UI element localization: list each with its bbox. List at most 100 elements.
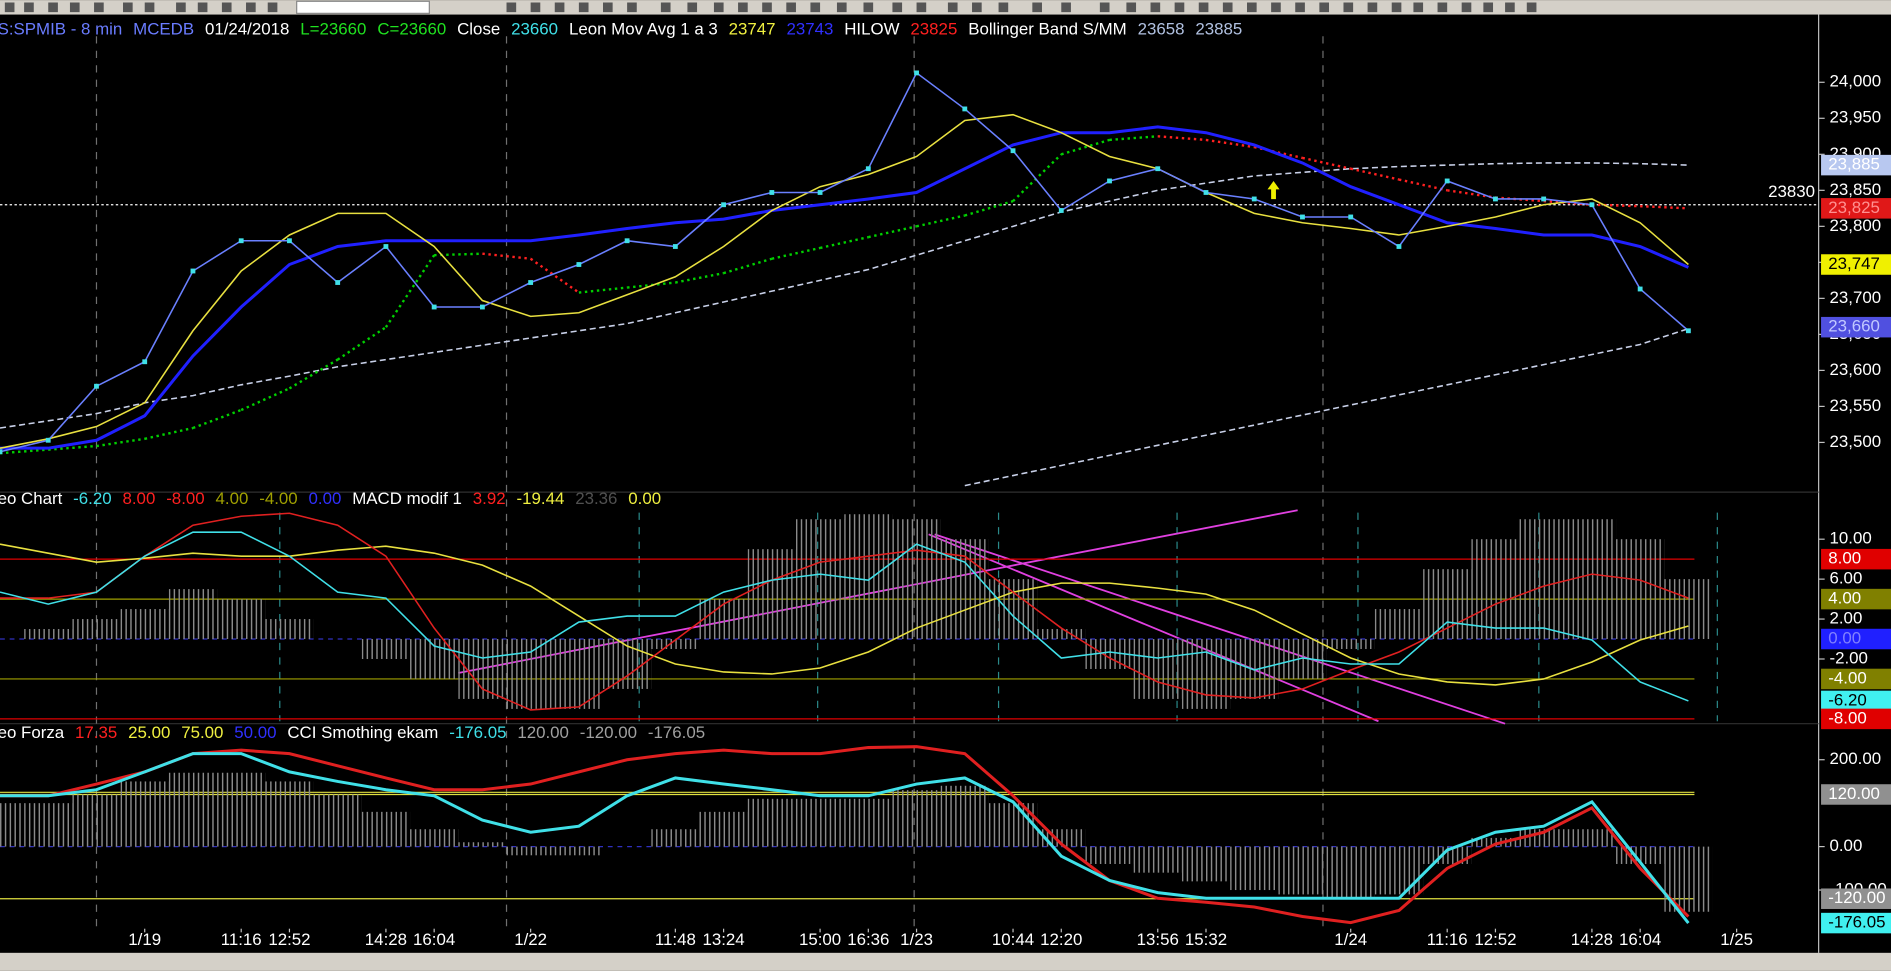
series-segment: [1543, 199, 1593, 206]
histogram-bar: [313, 794, 362, 847]
histogram-bar: [699, 599, 748, 640]
series-marker: [1348, 214, 1354, 220]
series-segment: [48, 444, 97, 451]
y-tick-label: 23,800: [1829, 216, 1881, 235]
series-segment: [1012, 153, 1063, 202]
histogram-bar: [1181, 846, 1231, 882]
series-line: [0, 125, 1689, 450]
legend-text: 4.00: [216, 489, 249, 508]
series-segment: [1640, 204, 1689, 210]
series-segment: [868, 225, 917, 239]
legend-text: -8.00: [166, 489, 204, 508]
legend-text: -4.00: [259, 489, 297, 508]
price-tag-label: 0.00: [1828, 628, 1861, 647]
series-marker: [1203, 190, 1209, 195]
series-marker: [1589, 202, 1595, 208]
price-tag-label: -4.00: [1828, 668, 1866, 687]
histogram-bar: [795, 519, 845, 640]
series-marker: [1396, 244, 1402, 249]
histogram-bar: [1181, 639, 1231, 709]
histogram-bar: [554, 639, 603, 709]
legend-text: -6.20: [73, 489, 111, 508]
histogram-bar: [651, 829, 700, 847]
histogram-bar: [265, 781, 314, 847]
y-tick-label: 23,500: [1829, 432, 1881, 451]
legend-text: -19.44: [517, 489, 565, 508]
x-tick-label: 14:28: [365, 930, 407, 949]
series-segment: [144, 426, 194, 440]
histogram-bar: [1037, 629, 1086, 640]
histogram-bar: [1374, 846, 1424, 895]
series-marker: [624, 238, 630, 244]
histogram-bar: [651, 639, 700, 650]
histogram-bar: [1471, 539, 1520, 640]
series-marker: [383, 244, 389, 249]
series-segment: [964, 199, 1014, 217]
series-marker: [94, 383, 99, 389]
histogram-bar: [1664, 579, 1713, 640]
histogram-bar: [988, 803, 1038, 847]
x-tick-label: 11:16: [1427, 930, 1468, 949]
y-tick-label: 23,700: [1829, 288, 1881, 307]
price-tag-label: 8.00: [1828, 549, 1861, 568]
histogram-bar: [940, 785, 989, 847]
x-tick-label: 1/22: [514, 930, 547, 949]
series-marker: [431, 304, 437, 310]
plot-layer: S:SPMIB - 8 min MCEDB 01/24/2018 L=23660 C=2…: [0, 20, 1891, 949]
legend-text: 3.92: [473, 489, 506, 508]
legend-text: 25.00: [128, 723, 170, 742]
histogram-bar: [1567, 829, 1617, 847]
legend-text: 01/24/2018: [205, 20, 289, 39]
histogram-bar: [506, 639, 555, 709]
series-marker: [1637, 286, 1643, 292]
histogram-bar: [217, 599, 266, 640]
legend-text: CCI Smothing ekam: [287, 723, 438, 742]
legend-text: eo Forza: [0, 723, 65, 742]
series-marker: [1444, 178, 1450, 184]
signal-arrow: [1267, 180, 1280, 200]
histogram-bar: [1519, 519, 1568, 640]
y-tick-label: 23,850: [1829, 180, 1881, 199]
legend-text: MCEDB: [133, 20, 194, 39]
price-tag: [1821, 316, 1891, 338]
legend-text: -120.00: [580, 723, 637, 742]
price-tag: [1821, 548, 1891, 570]
legend-text: 120.00: [517, 723, 569, 742]
series-segment: [1447, 189, 1496, 199]
status-bar: [0, 952, 1891, 971]
series-segment: [482, 252, 531, 260]
y-tick-label: 24,000: [1829, 72, 1881, 91]
histogram-bar: [1326, 639, 1375, 650]
series-segment: [916, 214, 966, 228]
y-tick-label: 2.00: [1829, 609, 1862, 628]
series-marker: [1155, 166, 1161, 172]
x-tick-label: 15:00: [799, 930, 841, 949]
x-tick-label: 16:36: [847, 930, 889, 949]
x-tick-label: 13:56: [1137, 930, 1179, 949]
histogram-bar: [120, 781, 169, 847]
legend-text: 23658: [1138, 20, 1185, 39]
series-marker: [1541, 196, 1547, 202]
legend-text: S:SPMIB - 8 min: [0, 20, 122, 39]
legend-text: 8.00: [122, 489, 155, 508]
legend-text: 23747: [729, 20, 776, 39]
series-segment: [337, 326, 387, 361]
histogram-bar: [554, 846, 603, 856]
series-segment: [1350, 167, 1400, 181]
legend-text: 23660: [511, 20, 558, 39]
series-segment: [675, 271, 724, 284]
series-marker: [528, 280, 534, 285]
series-segment: [384, 254, 436, 328]
series-marker: [962, 106, 968, 112]
series-marker: [0, 449, 3, 455]
price-tag-label: 4.00: [1828, 589, 1861, 608]
series-marker: [142, 359, 148, 365]
histogram-bar: [0, 803, 25, 847]
price-tag: [1821, 690, 1891, 712]
legend-text: MACD modif 1: [352, 489, 462, 508]
legend-text: 0.00: [309, 489, 342, 508]
legend-text: Bollinger Band S/MM: [968, 20, 1127, 39]
histogram-bar: [1278, 639, 1327, 679]
